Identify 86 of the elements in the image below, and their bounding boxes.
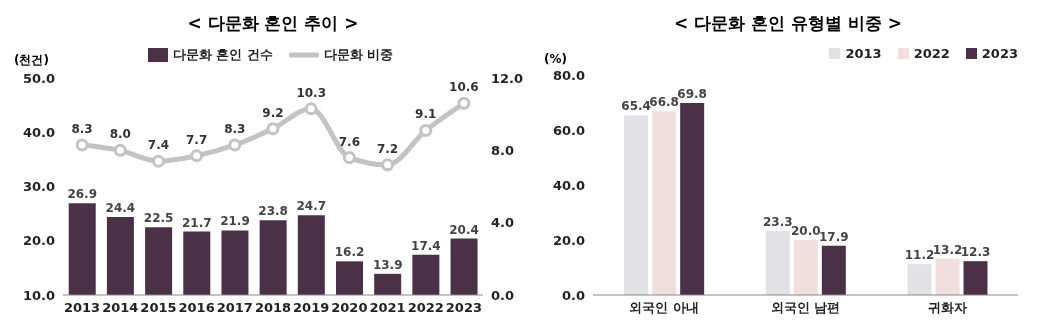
- y-tick-label: 40.0: [22, 124, 55, 140]
- legend-label: 2022: [912, 46, 950, 61]
- bar: [680, 103, 705, 295]
- x-tick-label: 귀화자: [927, 300, 967, 316]
- data-label: 7.7: [186, 132, 208, 147]
- x-tick-label: 2021: [369, 300, 406, 316]
- bar: [907, 264, 932, 295]
- data-label: 23.8: [258, 204, 288, 219]
- point: [75, 138, 89, 152]
- y2-tick-label: 4.0: [491, 215, 515, 231]
- data-label: 26.9: [67, 187, 98, 202]
- point: [113, 143, 127, 157]
- legend-label: 다문화 비중: [322, 46, 394, 64]
- y-tick-label: 50.0: [22, 70, 55, 86]
- y2-tick-label: 0.0: [491, 287, 515, 303]
- x-tick-label: 2017: [216, 300, 253, 316]
- data-label: 65.4: [621, 99, 651, 114]
- point: [266, 122, 280, 136]
- bar: [821, 245, 846, 295]
- point: [228, 138, 242, 152]
- x-tick-label: 2023: [445, 300, 482, 316]
- x-tick-label: 2015: [140, 300, 177, 316]
- data-label: 10.3: [296, 85, 326, 100]
- y-tick-label: 0.0: [561, 287, 585, 303]
- data-label: 20.4: [449, 222, 479, 237]
- data-label: 8.3: [224, 121, 246, 136]
- legend-label: 다문화 혼인 건수: [171, 46, 273, 64]
- bar: [793, 240, 818, 295]
- bar: [765, 230, 790, 295]
- y2-tick-label: 8.0: [491, 142, 515, 158]
- point: [342, 151, 356, 165]
- data-label: 7.2: [376, 141, 399, 156]
- data-label: 8.0: [109, 127, 131, 142]
- data-label: 69.8: [677, 87, 707, 102]
- y-tick-label: 20.0: [22, 233, 55, 249]
- chart-title: < 다문화 혼인 추이 >: [186, 12, 360, 35]
- x-tick-label: 2016: [178, 300, 215, 316]
- data-label: 20.0: [791, 224, 821, 238]
- y-tick-label: 40.0: [552, 177, 585, 193]
- y-tick-label: 30.0: [22, 179, 55, 195]
- y-tick-label: 60.0: [552, 122, 585, 138]
- x-tick-label: 2013: [64, 300, 101, 316]
- y-tick-label: 80.0: [552, 67, 585, 83]
- bar: [963, 261, 988, 295]
- data-label: 13.9: [372, 257, 403, 272]
- x-tick-label: 외국인 아내: [629, 300, 699, 316]
- bar: [652, 111, 677, 295]
- data-label: 7.6: [338, 134, 360, 149]
- x-tick-label: 2018: [254, 300, 292, 316]
- bar: [935, 258, 960, 295]
- data-label: 21.9: [220, 214, 250, 229]
- data-label: 17.9: [819, 229, 849, 244]
- point: [190, 149, 204, 163]
- data-label: 13.2: [932, 242, 963, 257]
- y-tick-label: 20.0: [552, 232, 585, 248]
- point: [419, 123, 433, 137]
- x-tick-label: 2019: [293, 300, 330, 316]
- data-label: 21.7: [181, 215, 212, 230]
- point: [381, 158, 395, 172]
- point: [457, 96, 471, 110]
- x-tick-label: 2020: [331, 300, 368, 316]
- point: [304, 102, 318, 116]
- legend-label: 2023: [980, 46, 1018, 61]
- y2-tick-label: 12.0: [491, 70, 524, 86]
- y-axis-title: (%): [544, 52, 567, 66]
- x-tick-label: 외국인 남편: [770, 300, 841, 316]
- data-label: 23.3: [763, 214, 793, 229]
- chart-title: < 다문화 혼인 유형별 비중 >: [672, 12, 904, 35]
- data-label: 11.2: [904, 248, 935, 263]
- bar: [624, 115, 649, 295]
- point: [151, 154, 165, 168]
- data-label: 24.4: [105, 200, 136, 215]
- data-label: 22.5: [143, 211, 174, 226]
- data-label: 7.4: [147, 138, 170, 153]
- data-label: 16.2: [334, 245, 365, 260]
- data-label: 9.1: [415, 107, 437, 122]
- data-label: 17.4: [411, 238, 441, 253]
- y-axis-title: (천건): [14, 52, 49, 69]
- x-tick-label: 2022: [407, 300, 444, 316]
- legend-label: 2013: [844, 46, 882, 61]
- data-label: 9.2: [262, 105, 284, 120]
- data-label: 24.7: [296, 199, 327, 214]
- data-label: 10.6: [449, 80, 479, 95]
- y-tick-label: 10.0: [22, 287, 55, 303]
- x-tick-label: 2014: [102, 300, 139, 316]
- data-label: 8.3: [71, 121, 93, 136]
